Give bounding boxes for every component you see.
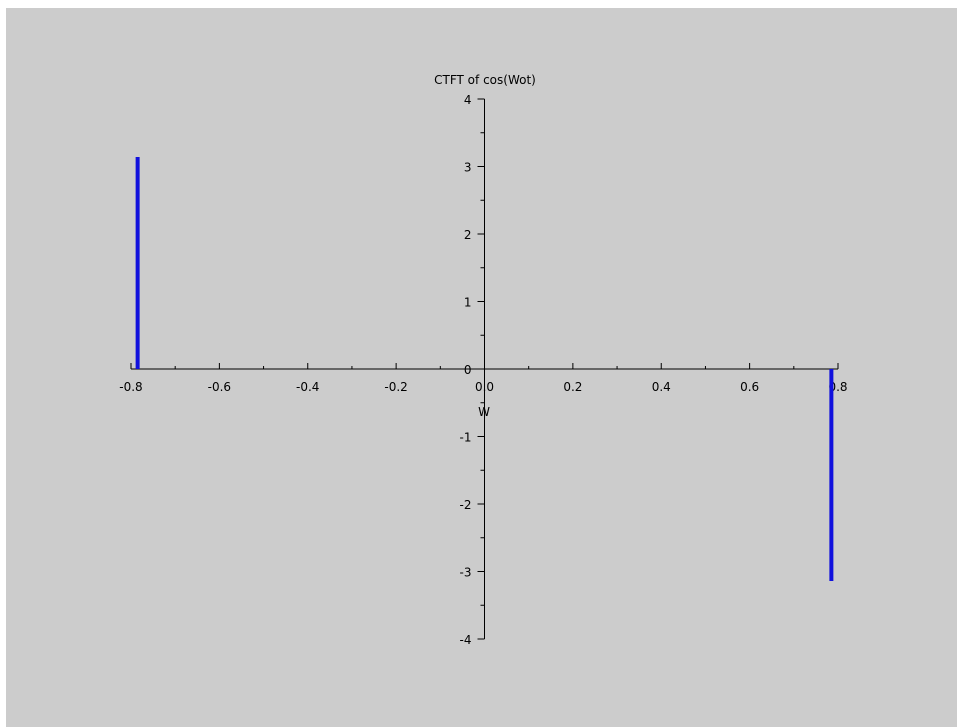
- x-tick-label: -0.6: [208, 380, 231, 394]
- y-tick-label: -4: [460, 633, 472, 647]
- x-tick-label: -0.8: [119, 380, 142, 394]
- x-tick-label: -0.4: [296, 380, 319, 394]
- x-tick-label: 0.6: [740, 380, 759, 394]
- plot-canvas: -0.8 -0.6 -0.4 -0.2 0.0 0.2 0.4 0.6 0.8 -4 -3 -2 -1 0…: [6, 8, 957, 727]
- y-tick-label: 4: [464, 93, 472, 107]
- x-tick-label: 0.4: [652, 380, 671, 394]
- chart-title: CTFT of cos(Wot): [434, 73, 536, 87]
- tick-labels: -0.8 -0.6 -0.4 -0.2 0.0 0.2 0.4 0.6 0.8-4-3-2-10…: [119, 93, 847, 647]
- y-tick-label: 0: [464, 363, 472, 377]
- y-tick-label: 3: [464, 161, 472, 175]
- tick-marks: [130, 98, 839, 640]
- x-tick-label: 0.0: [475, 380, 494, 394]
- x-tick-label: 0.2: [563, 380, 582, 394]
- y-tick-label: -3: [460, 566, 472, 580]
- y-tick-label: -2: [460, 498, 472, 512]
- y-tick-label: 2: [464, 228, 472, 242]
- stem-series: [135, 157, 834, 581]
- ctft-plot: -0.8 -0.6 -0.4 -0.2 0.0 0.2 0.4 0.6 0.8-4-3-2-10…: [119, 73, 847, 647]
- y-tick-label: -1: [460, 431, 472, 445]
- y-tick-label: 1: [464, 296, 472, 310]
- x-axis-label: W: [478, 405, 490, 419]
- x-tick-label: -0.2: [384, 380, 407, 394]
